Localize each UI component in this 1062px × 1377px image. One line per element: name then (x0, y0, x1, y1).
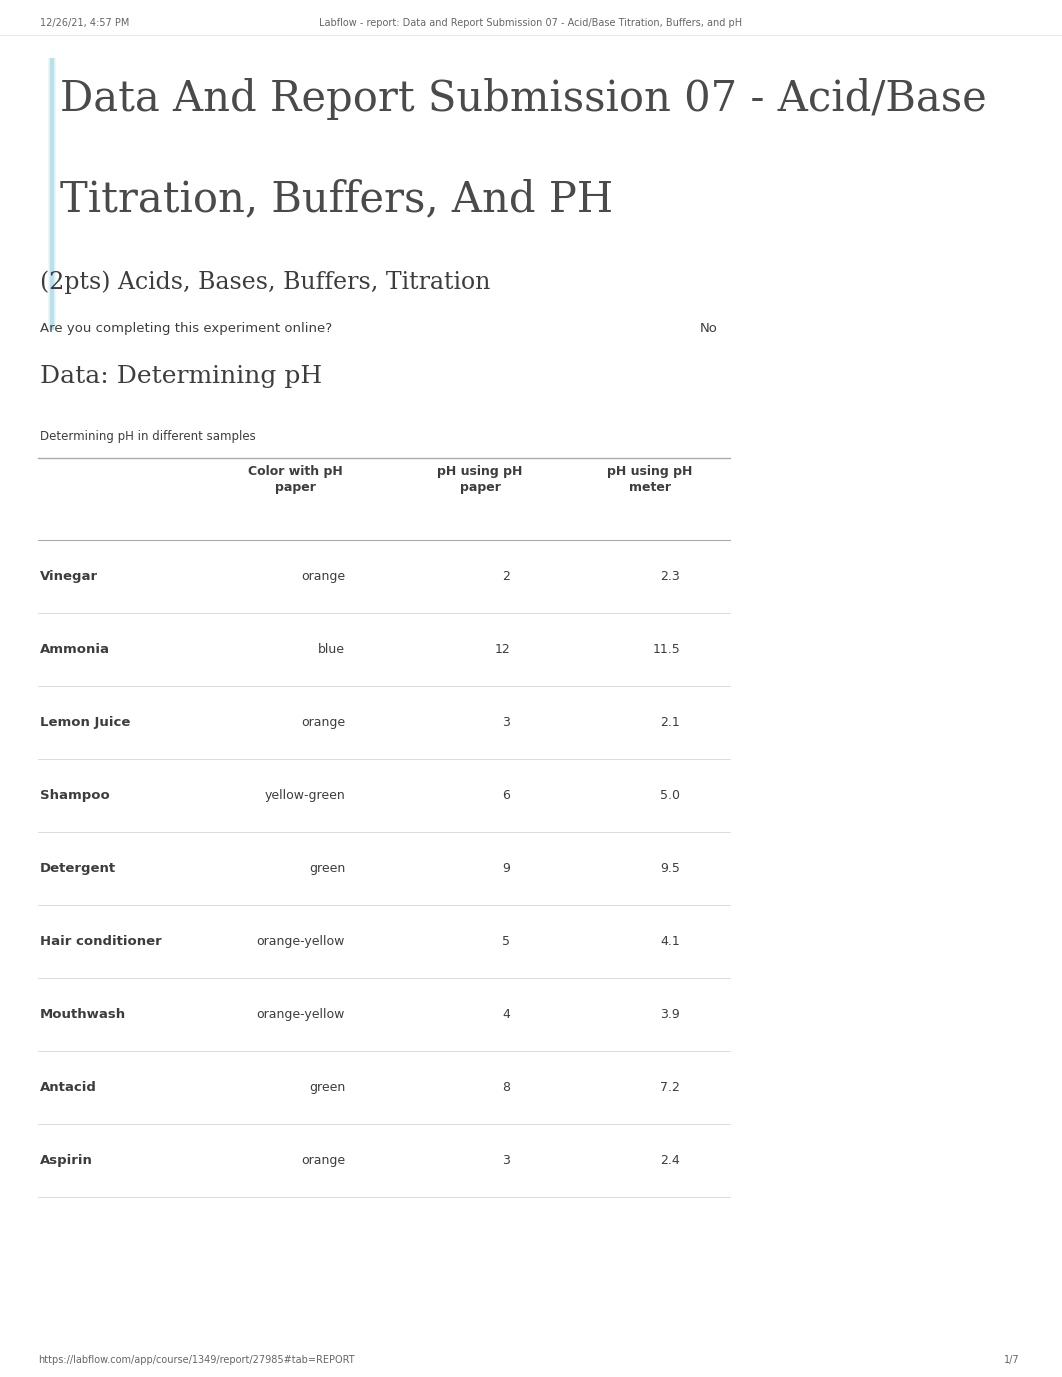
Text: pH using pH
paper: pH using pH paper (438, 465, 523, 494)
Bar (51, 58, 53, 330)
Bar (49, 58, 55, 330)
Text: Data: Determining pH: Data: Determining pH (40, 365, 322, 388)
Text: Are you completing this experiment online?: Are you completing this experiment onlin… (40, 322, 332, 335)
Text: 9: 9 (502, 862, 510, 874)
Text: Detergent: Detergent (40, 862, 116, 874)
Text: orange-yellow: orange-yellow (257, 935, 345, 947)
Text: 5: 5 (502, 935, 510, 947)
Text: Aspirin: Aspirin (40, 1154, 92, 1166)
Text: Determining pH in different samples: Determining pH in different samples (40, 430, 256, 443)
Bar (48, 58, 55, 330)
Bar (50, 58, 54, 330)
Bar (48, 58, 56, 330)
Text: 12/26/21, 4:57 PM: 12/26/21, 4:57 PM (40, 18, 130, 28)
Text: yellow-green: yellow-green (264, 789, 345, 801)
Text: Titration, Buffers, And PH: Titration, Buffers, And PH (59, 178, 613, 220)
Text: 7.2: 7.2 (661, 1081, 680, 1093)
Text: 1/7: 1/7 (1005, 1355, 1020, 1365)
Text: Antacid: Antacid (40, 1081, 97, 1093)
Text: Data And Report Submission 07 - Acid/Base: Data And Report Submission 07 - Acid/Bas… (59, 78, 987, 120)
Text: Labflow - report: Data and Report Submission 07 - Acid/Base Titration, Buffers, : Labflow - report: Data and Report Submis… (320, 18, 742, 28)
Text: Lemon Juice: Lemon Juice (40, 716, 131, 728)
Text: 2.4: 2.4 (661, 1154, 680, 1166)
Bar (50, 58, 54, 330)
Text: pH using pH
meter: pH using pH meter (607, 465, 692, 494)
Text: 2.3: 2.3 (661, 570, 680, 582)
Text: 5.0: 5.0 (660, 789, 680, 801)
Text: 2: 2 (502, 570, 510, 582)
Text: Color with pH
paper: Color with pH paper (247, 465, 342, 494)
Text: 6: 6 (502, 789, 510, 801)
Text: Shampoo: Shampoo (40, 789, 109, 801)
Bar (49, 58, 55, 330)
Text: 3.9: 3.9 (661, 1008, 680, 1020)
Bar (49, 58, 55, 330)
Text: 4.1: 4.1 (661, 935, 680, 947)
Text: 12: 12 (494, 643, 510, 655)
Bar (50, 58, 54, 330)
Text: orange: orange (301, 1154, 345, 1166)
Bar (51, 58, 53, 330)
Text: 2.1: 2.1 (661, 716, 680, 728)
Text: orange: orange (301, 716, 345, 728)
Bar (50, 58, 54, 330)
Text: orange: orange (301, 570, 345, 582)
Text: green: green (309, 1081, 345, 1093)
Text: 9.5: 9.5 (661, 862, 680, 874)
Text: blue: blue (318, 643, 345, 655)
Text: 3: 3 (502, 1154, 510, 1166)
Text: (2pts) Acids, Bases, Buffers, Titration: (2pts) Acids, Bases, Buffers, Titration (40, 270, 491, 293)
Text: https://labflow.com/app/course/1349/report/27985#tab=REPORT: https://labflow.com/app/course/1349/repo… (38, 1355, 355, 1365)
Text: 4: 4 (502, 1008, 510, 1020)
Bar (50, 58, 54, 330)
Text: Ammonia: Ammonia (40, 643, 110, 655)
Text: 11.5: 11.5 (652, 643, 680, 655)
Text: orange-yellow: orange-yellow (257, 1008, 345, 1020)
Text: 8: 8 (502, 1081, 510, 1093)
Text: 3: 3 (502, 716, 510, 728)
Text: Mouthwash: Mouthwash (40, 1008, 126, 1020)
Text: green: green (309, 862, 345, 874)
Text: Hair conditioner: Hair conditioner (40, 935, 161, 947)
Text: No: No (700, 322, 718, 335)
Bar (49, 58, 55, 330)
Text: Vinegar: Vinegar (40, 570, 98, 582)
